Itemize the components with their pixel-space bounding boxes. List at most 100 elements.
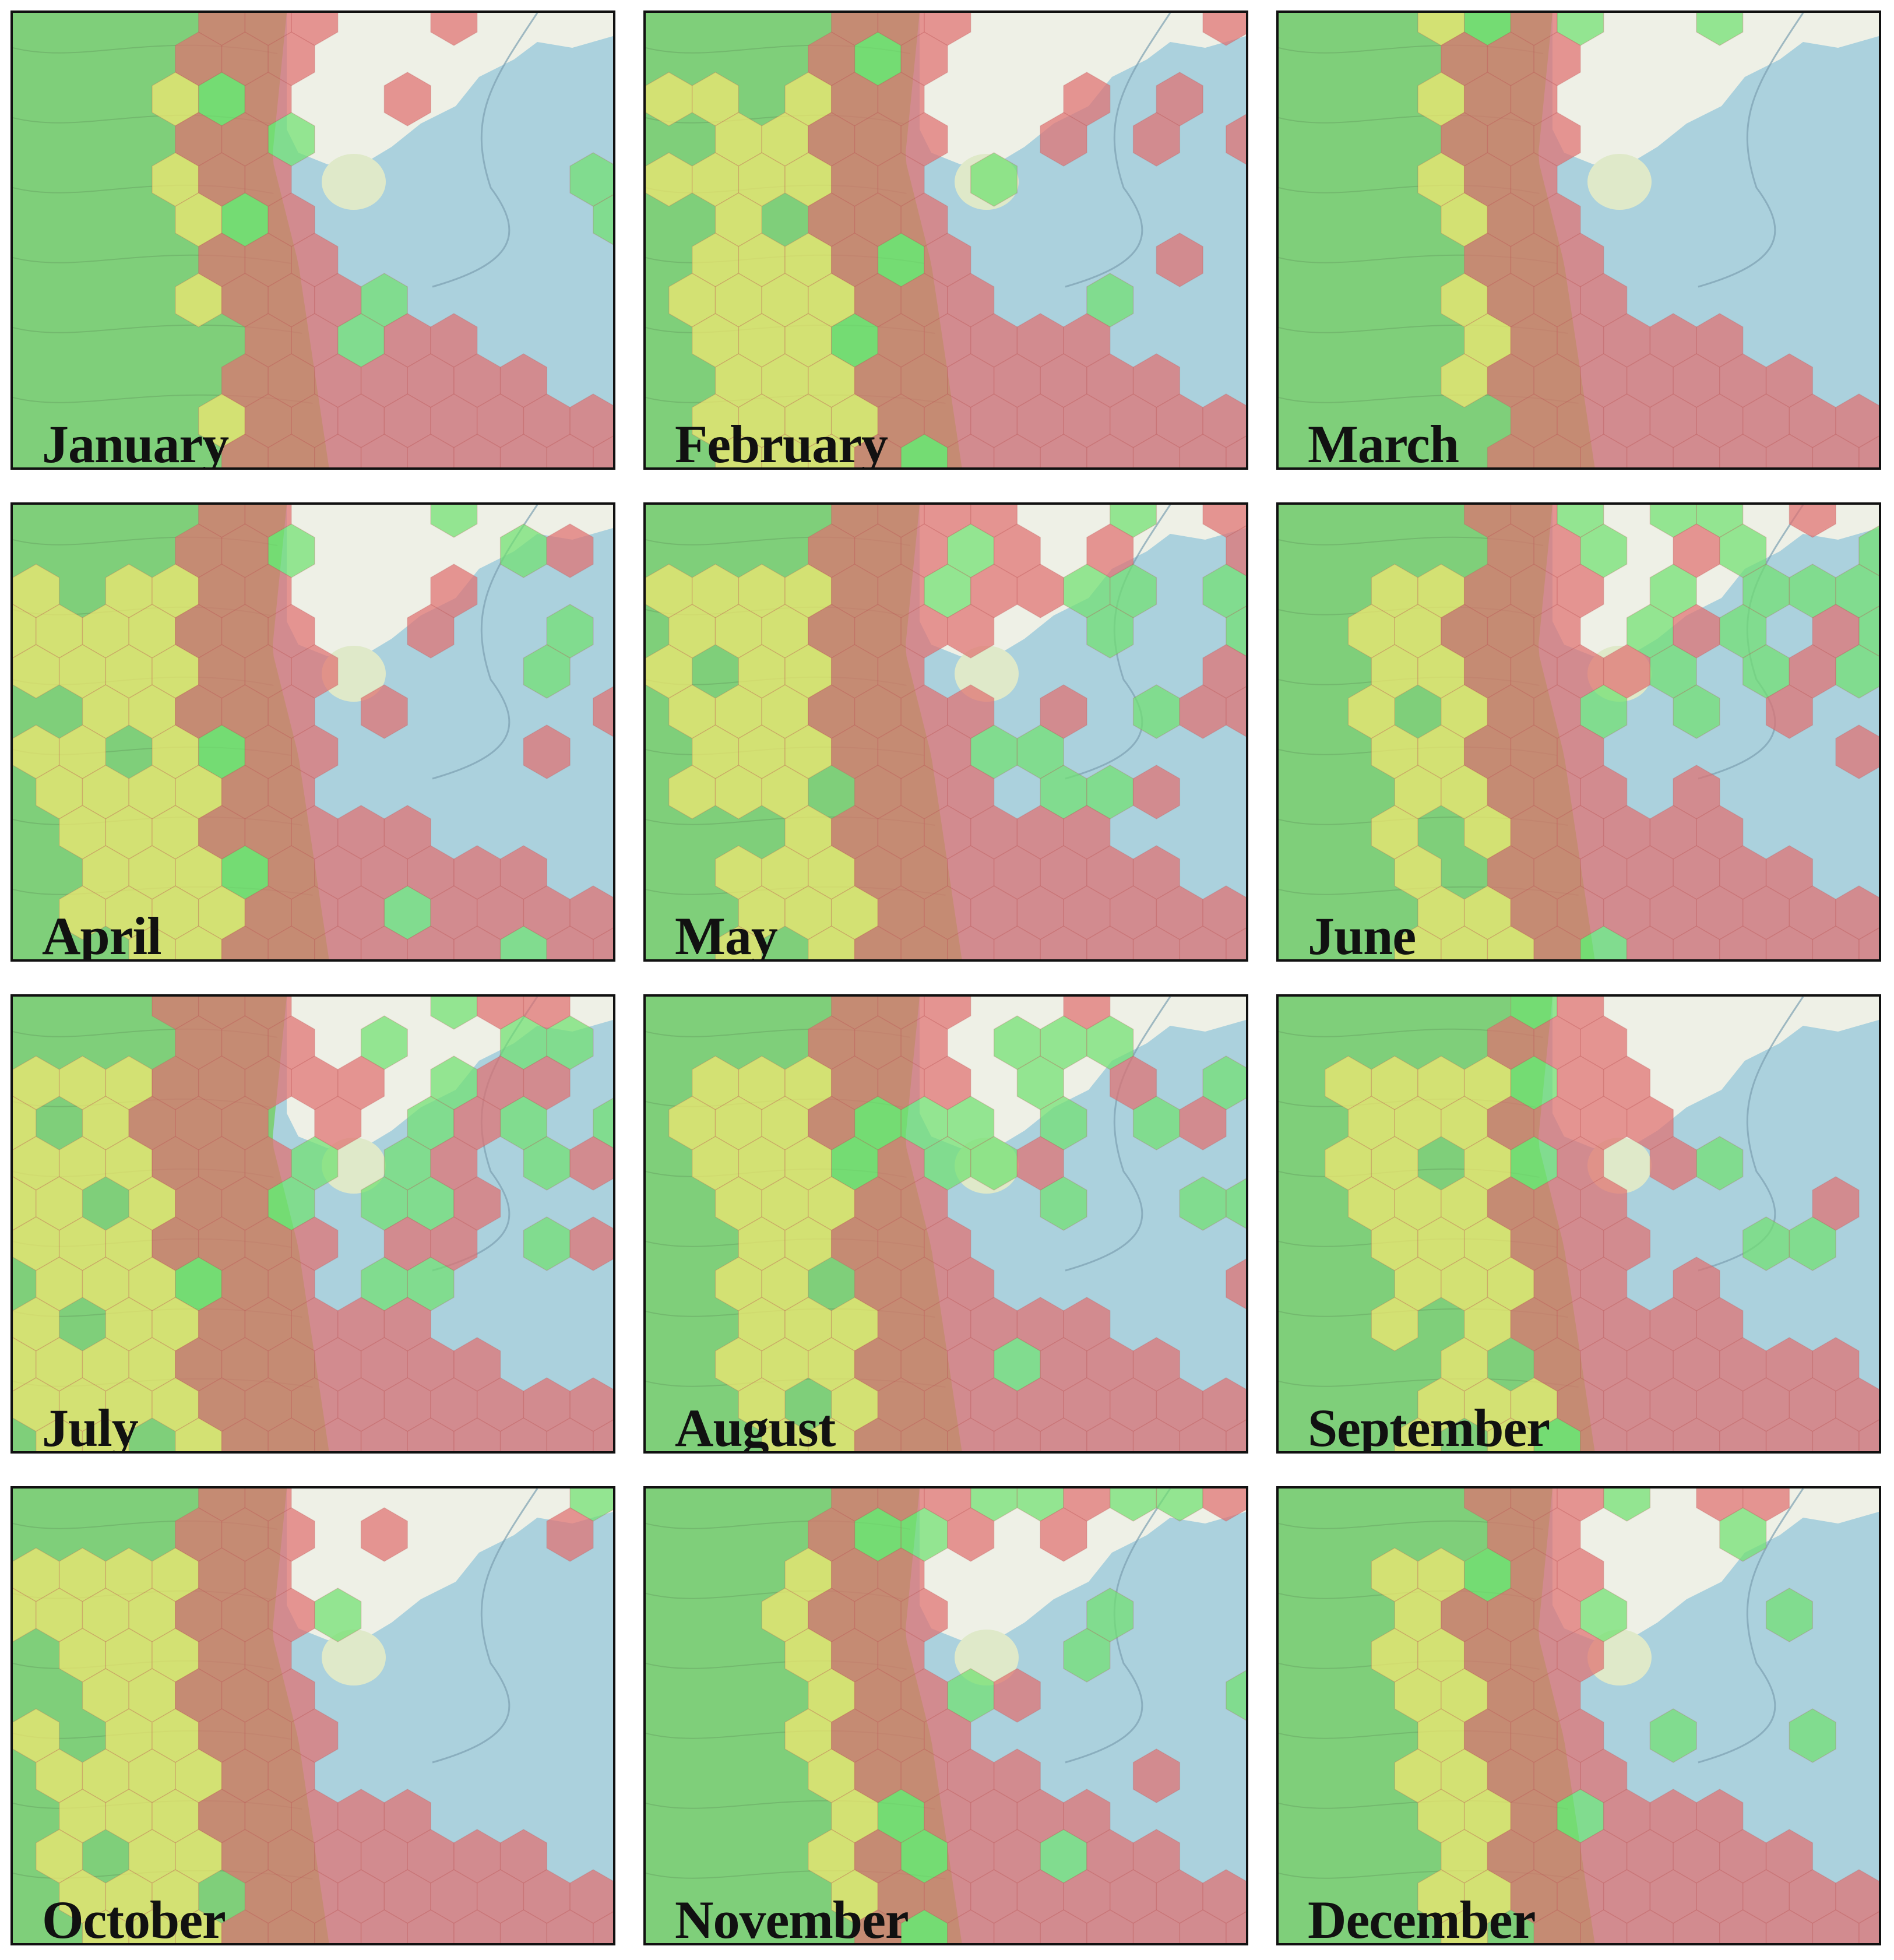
hex-cell	[430, 505, 478, 538]
hex-map	[13, 997, 613, 1451]
sea-boundary	[1065, 1489, 1171, 1764]
sea-boundary	[1065, 13, 1171, 288]
month-label: June	[1308, 906, 1416, 962]
hex-cell	[593, 194, 613, 245]
hex-cell	[1649, 1708, 1697, 1763]
panel-august: August	[643, 994, 1248, 1454]
panel-november: November	[643, 1486, 1248, 1945]
month-label: March	[1308, 414, 1459, 470]
month-label: August	[675, 1398, 836, 1454]
hex-map	[13, 13, 613, 467]
sea-boundary	[1065, 997, 1171, 1272]
hex-cell	[593, 686, 613, 737]
hex-cell	[947, 604, 995, 659]
hex-cell	[714, 926, 762, 959]
hex-map	[1279, 1489, 1879, 1943]
hex-cell	[569, 1216, 613, 1271]
hex-overlay	[13, 997, 613, 1451]
hex-overlay	[1347, 505, 1879, 959]
hex-cell	[1765, 684, 1814, 739]
hex-cell	[1835, 724, 1879, 779]
hex-map	[646, 997, 1246, 1451]
hex-cell	[593, 1419, 613, 1451]
hex-overlay	[668, 997, 1246, 1451]
panel-february: February	[643, 10, 1248, 470]
hex-cell	[430, 13, 478, 46]
hex-map	[1279, 505, 1879, 959]
hex-map	[1279, 13, 1879, 467]
land-peninsula	[1552, 13, 1879, 164]
month-label: September	[1308, 1398, 1550, 1454]
hex-cell	[1226, 1178, 1246, 1229]
month-label: November	[675, 1890, 909, 1945]
hex-cell	[1371, 1297, 1418, 1352]
hex-cell	[523, 724, 571, 779]
hex-cell	[1226, 1670, 1246, 1721]
hex-map	[646, 1489, 1246, 1943]
panel-april: April	[10, 502, 615, 962]
land-peninsula	[920, 1489, 1246, 1640]
hex-overlay	[1324, 997, 1879, 1451]
panel-september: September	[1276, 994, 1881, 1454]
hex-cell	[1858, 525, 1879, 576]
hex-cell	[1789, 505, 1836, 538]
island	[322, 1630, 386, 1685]
hex-cell	[1226, 114, 1246, 165]
hex-cell	[1040, 1176, 1087, 1231]
hex-cell	[1603, 1489, 1651, 1522]
hex-cell	[1156, 1489, 1203, 1522]
month-label: May	[675, 906, 778, 962]
hex-cell	[1226, 686, 1246, 737]
hex-map	[13, 1489, 613, 1943]
hex-cell	[1226, 525, 1246, 576]
panel-december: December	[1276, 1486, 1881, 1945]
land-peninsula	[1552, 1489, 1879, 1640]
month-label: December	[1308, 1890, 1536, 1945]
hex-cell	[1086, 604, 1134, 659]
sea-boundary	[1698, 1489, 1804, 1764]
hex-overlay	[1417, 13, 1879, 467]
hex-cell	[1226, 1258, 1246, 1310]
hex-cell	[1835, 644, 1879, 699]
hex-cell	[1696, 1136, 1744, 1191]
hex-cell	[1765, 1588, 1814, 1642]
panel-october: October	[10, 1486, 615, 1945]
hex-cell	[407, 604, 455, 659]
sea-boundary	[1698, 13, 1804, 288]
hex-cell	[360, 684, 408, 739]
hex-cell	[1132, 112, 1181, 167]
hex-cell	[546, 523, 594, 578]
sea-boundary	[1065, 505, 1171, 780]
island	[1587, 154, 1652, 210]
hex-cell	[1226, 1419, 1246, 1451]
hex-overlay	[13, 505, 613, 959]
hex-cell	[1132, 765, 1181, 819]
hex-cell	[1109, 1489, 1157, 1522]
hex-cell	[1179, 1096, 1227, 1150]
month-label: April	[42, 906, 162, 962]
hex-cell	[1858, 927, 1879, 959]
panel-july: July	[10, 994, 615, 1454]
hex-cell	[1226, 435, 1246, 467]
map-road	[1279, 1378, 1579, 1388]
hex-cell	[13, 1096, 37, 1150]
hex-overlay	[1371, 1489, 1879, 1943]
sea-boundary	[432, 1489, 538, 1764]
hex-overlay	[13, 1489, 613, 1943]
hex-cell	[314, 1588, 362, 1642]
hex-cell	[430, 997, 478, 1030]
panel-june: June	[1276, 502, 1881, 962]
hex-cell	[360, 1507, 408, 1562]
hex-cell	[593, 1911, 613, 1943]
hex-map	[1279, 997, 1879, 1451]
hex-cell	[1202, 1489, 1246, 1522]
hex-cell	[1858, 1419, 1879, 1451]
panel-january: January	[10, 10, 615, 470]
hex-cell	[1202, 13, 1246, 46]
panel-march: March	[1276, 10, 1881, 470]
hex-cell	[970, 152, 1018, 207]
month-label: October	[42, 1890, 226, 1945]
hex-cell	[993, 1668, 1041, 1723]
hex-cell	[1040, 1507, 1087, 1562]
